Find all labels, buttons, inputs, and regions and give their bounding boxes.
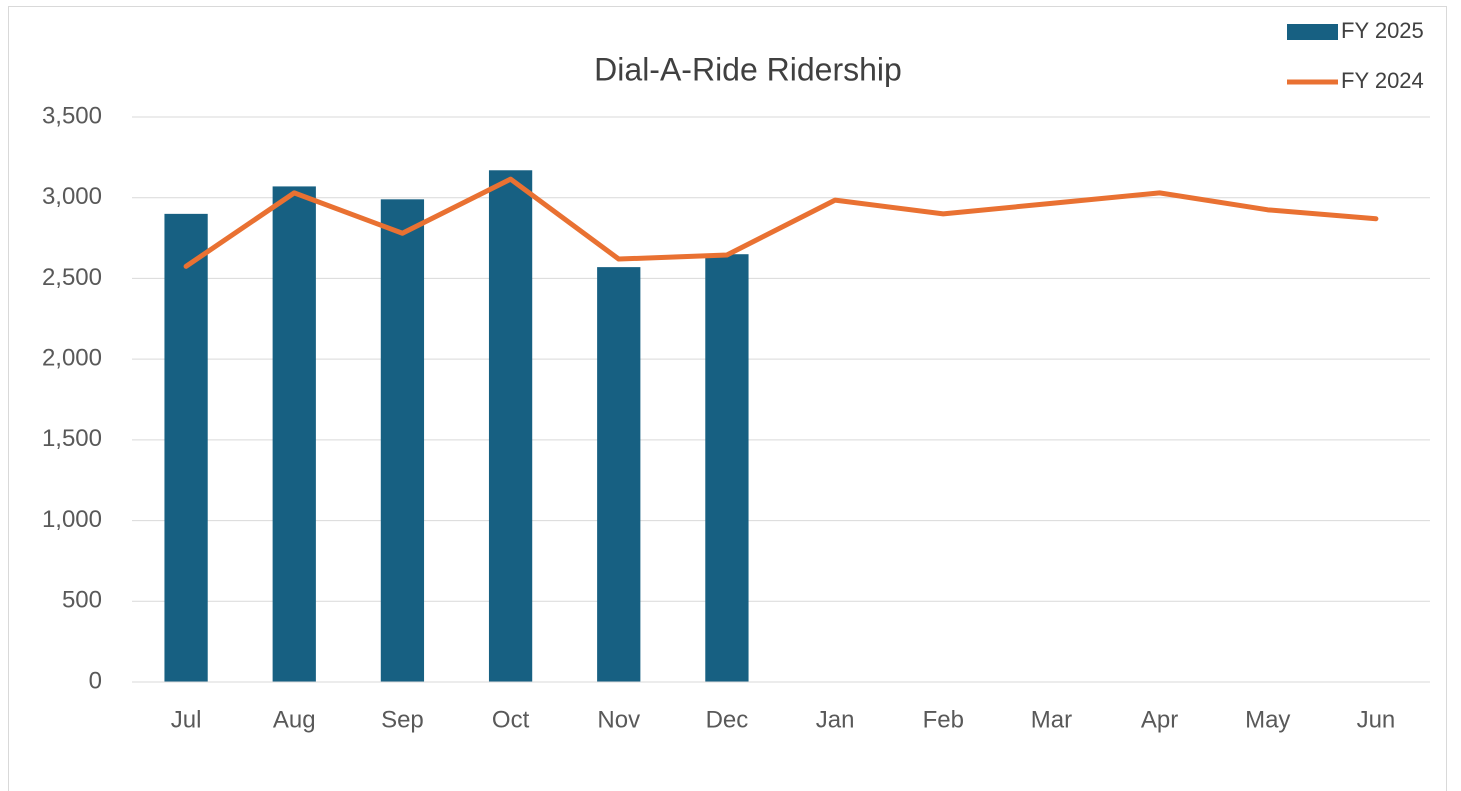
x-tick-label: Oct (492, 706, 530, 733)
x-tick-label: Jun (1357, 706, 1396, 733)
bar (272, 186, 316, 682)
x-tick-label: Aug (273, 706, 316, 733)
legend-label: FY 2025 (1341, 18, 1424, 43)
x-tick-label: Dec (706, 706, 749, 733)
bar (164, 213, 208, 682)
y-tick-label: 1,000 (42, 506, 102, 533)
bar (380, 199, 425, 683)
x-tick-label: May (1245, 706, 1290, 733)
legend-swatch (1287, 24, 1338, 40)
x-tick-label: Feb (923, 706, 964, 733)
x-tick-label: Jan (816, 706, 855, 733)
y-tick-label: 2,500 (42, 264, 102, 291)
x-tick-label: Sep (381, 706, 424, 733)
x-tick-label: Jul (171, 706, 202, 733)
x-tick-label: Nov (597, 706, 640, 733)
y-tick-label: 1,500 (42, 425, 102, 452)
chart-frame (8, 6, 1447, 791)
bar (488, 170, 533, 682)
y-tick-label: 3,000 (42, 183, 102, 210)
y-tick-label: 0 (89, 667, 102, 694)
y-tick-label: 500 (62, 587, 102, 614)
y-tick-label: 2,000 (42, 344, 102, 371)
chart-title: Dial-A-Ride Ridership (594, 51, 902, 87)
y-tick-label: 3,500 (42, 102, 102, 129)
legend-label: FY 2024 (1341, 68, 1424, 93)
bar (705, 254, 749, 682)
bar (597, 267, 641, 682)
x-tick-label: Mar (1031, 706, 1072, 733)
x-tick-label: Apr (1141, 706, 1178, 733)
line (183, 176, 1379, 269)
